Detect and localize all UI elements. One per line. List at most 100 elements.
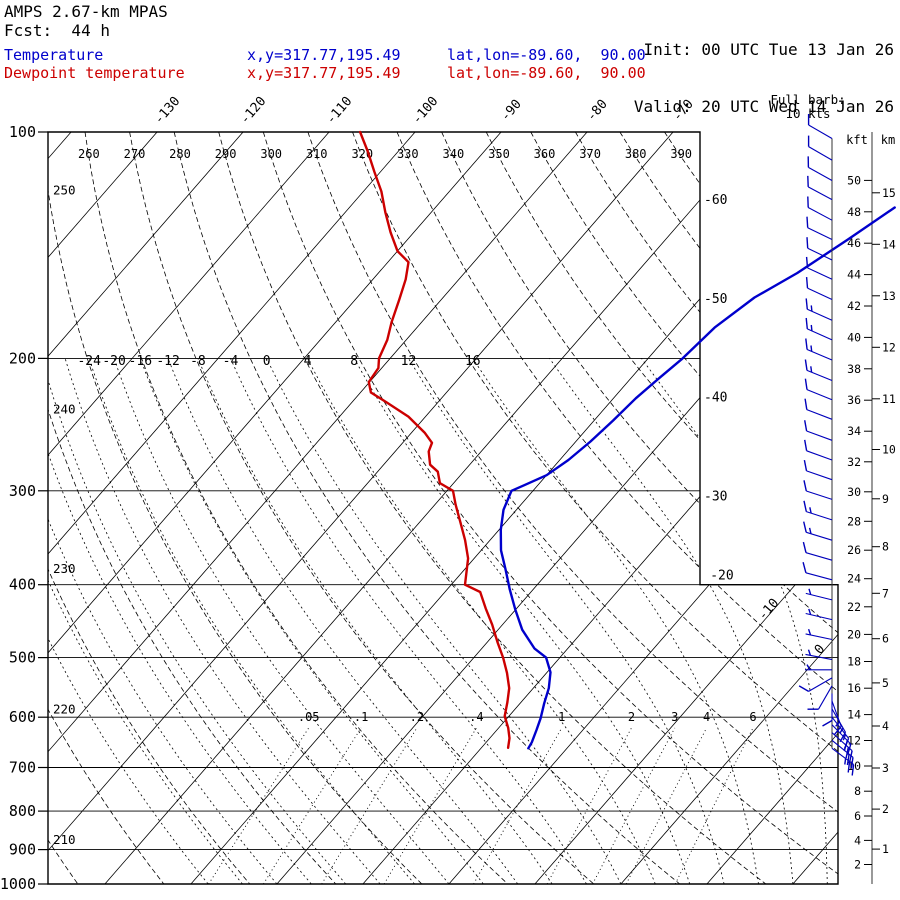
svg-text:290: 290 bbox=[215, 147, 237, 161]
svg-text:240: 240 bbox=[53, 401, 76, 416]
svg-text:14: 14 bbox=[882, 237, 896, 251]
full-barb-note-line1: Full barb: bbox=[770, 92, 846, 107]
svg-text:8: 8 bbox=[350, 354, 358, 369]
svg-text:360: 360 bbox=[534, 147, 556, 161]
svg-text:.1: .1 bbox=[354, 710, 368, 724]
svg-text:-8: -8 bbox=[190, 354, 206, 369]
svg-text:300: 300 bbox=[260, 147, 282, 161]
svg-text:-100: -100 bbox=[410, 94, 442, 127]
svg-text:32: 32 bbox=[847, 455, 861, 469]
svg-text:380: 380 bbox=[625, 147, 647, 161]
svg-text:16: 16 bbox=[847, 681, 861, 695]
sounding-profiles bbox=[358, 130, 896, 750]
svg-text:300: 300 bbox=[9, 482, 36, 500]
svg-text:km: km bbox=[881, 133, 895, 147]
svg-text:44: 44 bbox=[847, 268, 861, 282]
init-time: Init: 00 UTC Tue 13 Jan 26 bbox=[643, 40, 894, 59]
header-times: Init: 00 UTC Tue 13 Jan 26 Valid: 20 UTC… bbox=[634, 2, 894, 154]
svg-text:3: 3 bbox=[671, 710, 678, 724]
svg-text:13: 13 bbox=[882, 289, 896, 303]
isotherm-labels: -130 -120 -110 -100 -90 -80 -70-60-50-40-30-20… bbox=[152, 94, 829, 658]
svg-text:-16: -16 bbox=[129, 354, 152, 369]
svg-text:18: 18 bbox=[847, 655, 861, 669]
legend-temperature-xy: x,y=317.77,195.49 bbox=[247, 46, 401, 64]
model-title: AMPS 2.67-km MPAS bbox=[4, 2, 168, 21]
background-grid bbox=[48, 132, 838, 884]
svg-text:4: 4 bbox=[703, 710, 710, 724]
isotherm-lines bbox=[48, 132, 838, 884]
svg-text:800: 800 bbox=[9, 802, 36, 820]
svg-text:2: 2 bbox=[628, 710, 635, 724]
svg-text:42: 42 bbox=[847, 299, 861, 313]
svg-text:-20: -20 bbox=[102, 354, 125, 369]
svg-text:46: 46 bbox=[847, 236, 861, 250]
svg-text:-40: -40 bbox=[704, 391, 727, 406]
svg-text:-50: -50 bbox=[704, 292, 727, 307]
svg-text:220: 220 bbox=[53, 701, 76, 716]
svg-text:1000: 1000 bbox=[0, 875, 36, 893]
svg-text:0: 0 bbox=[812, 642, 828, 658]
svg-text:390: 390 bbox=[670, 147, 692, 161]
svg-text:38: 38 bbox=[847, 362, 861, 376]
svg-text:4: 4 bbox=[304, 354, 312, 369]
svg-text:1: 1 bbox=[882, 842, 889, 856]
svg-text:24: 24 bbox=[847, 572, 861, 586]
temperature-trace bbox=[499, 206, 896, 750]
svg-text:600: 600 bbox=[9, 708, 36, 726]
mixing-ratio-labels: .05 .1 .2 .4 1 2 3 4 6 bbox=[298, 710, 757, 724]
svg-text:-20: -20 bbox=[710, 569, 733, 584]
svg-text:8: 8 bbox=[882, 540, 889, 554]
svg-text:8: 8 bbox=[854, 784, 861, 798]
svg-text:10: 10 bbox=[882, 443, 896, 457]
svg-text:100: 100 bbox=[9, 123, 36, 141]
svg-text:22: 22 bbox=[847, 600, 861, 614]
svg-text:-70: -70 bbox=[670, 97, 697, 125]
svg-text:500: 500 bbox=[9, 649, 36, 667]
moist-adiabat-lines bbox=[48, 358, 838, 884]
svg-text:250: 250 bbox=[53, 182, 76, 197]
svg-text:200: 200 bbox=[9, 349, 36, 367]
svg-text:.05: .05 bbox=[298, 710, 320, 724]
svg-text:-10: -10 bbox=[755, 596, 782, 624]
svg-text:6: 6 bbox=[749, 710, 756, 724]
svg-text:kft: kft bbox=[846, 133, 868, 147]
svg-text:6: 6 bbox=[882, 632, 889, 646]
legend-dewpoint-latlon: lat,lon=-89.60, 90.00 bbox=[447, 64, 646, 82]
svg-text:4: 4 bbox=[882, 719, 889, 733]
svg-text:12: 12 bbox=[847, 734, 861, 748]
height-axis: kft km24681012141618202224262830323436384… bbox=[846, 132, 896, 884]
svg-text:.2: .2 bbox=[410, 710, 424, 724]
legend-temperature-latlon: lat,lon=-89.60, 90.00 bbox=[447, 46, 646, 64]
svg-text:370: 370 bbox=[579, 147, 601, 161]
svg-text:350: 350 bbox=[488, 147, 510, 161]
legend-dewpoint-xy: x,y=317.77,195.49 bbox=[247, 64, 401, 82]
svg-text:4: 4 bbox=[854, 833, 861, 847]
svg-text:50: 50 bbox=[847, 173, 861, 187]
svg-text:40: 40 bbox=[847, 330, 861, 344]
moist-adiabat-labels: -24 -20 -16 -12 -8 -4 0 4 8 12 16 bbox=[77, 354, 480, 369]
svg-text:900: 900 bbox=[9, 841, 36, 859]
svg-text:16: 16 bbox=[465, 354, 481, 369]
svg-text:230: 230 bbox=[53, 561, 76, 576]
svg-text:9: 9 bbox=[882, 492, 889, 506]
svg-text:310: 310 bbox=[306, 147, 328, 161]
svg-text:-90: -90 bbox=[498, 97, 525, 125]
svg-text:5: 5 bbox=[882, 676, 889, 690]
svg-text:-120: -120 bbox=[238, 94, 270, 127]
svg-text:3: 3 bbox=[882, 761, 889, 775]
svg-text:36: 36 bbox=[847, 393, 861, 407]
svg-text:330: 330 bbox=[397, 147, 419, 161]
svg-text:12: 12 bbox=[401, 354, 417, 369]
svg-text:210: 210 bbox=[53, 832, 76, 847]
svg-text:14: 14 bbox=[847, 708, 861, 722]
svg-text:26: 26 bbox=[847, 543, 861, 557]
svg-text:15: 15 bbox=[882, 186, 896, 200]
svg-text:-60: -60 bbox=[704, 193, 727, 208]
svg-text:-80: -80 bbox=[584, 97, 611, 125]
svg-text:.4: .4 bbox=[469, 710, 483, 724]
full-barb-note-line2: 10 kts bbox=[785, 106, 831, 121]
legend-dewpoint-label: Dewpoint temperature bbox=[4, 64, 185, 82]
